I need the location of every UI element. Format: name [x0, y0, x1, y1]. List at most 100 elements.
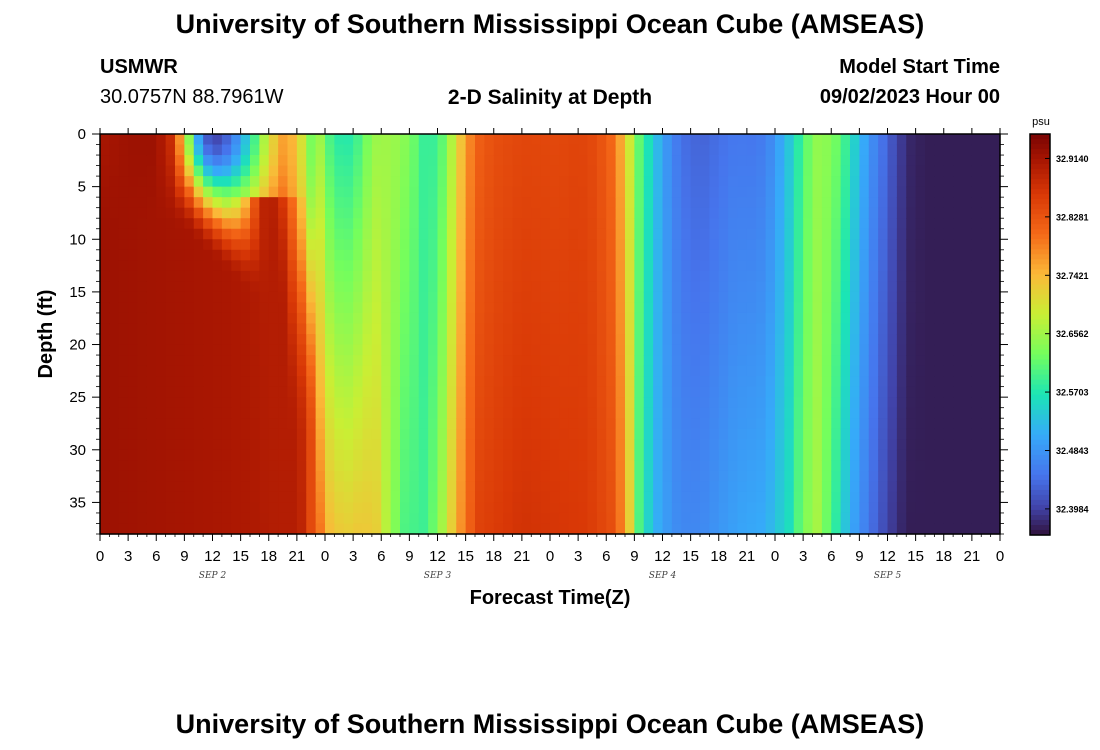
heatmap-cell — [109, 418, 120, 430]
heatmap-cell — [765, 134, 776, 146]
heatmap-cell — [259, 186, 270, 198]
heatmap-cell — [690, 176, 701, 188]
heatmap-cell — [362, 270, 373, 282]
heatmap-cell — [418, 218, 429, 230]
heatmap-cell — [353, 491, 364, 504]
heatmap-cell — [325, 439, 335, 451]
heatmap-cell — [146, 197, 157, 209]
heatmap-cell — [109, 523, 120, 535]
heatmap-cell — [353, 323, 364, 335]
heatmap-cell — [240, 186, 251, 198]
heatmap-cell — [165, 376, 176, 388]
heatmap-cell — [475, 481, 485, 493]
heatmap-cell — [362, 228, 373, 240]
heatmap-cell — [400, 418, 410, 430]
y-tick-label: 25 — [69, 389, 86, 406]
heatmap-cell — [859, 134, 870, 146]
heatmap-cell — [925, 386, 935, 398]
heatmap-cell — [278, 249, 289, 261]
heatmap-cell — [437, 228, 448, 240]
heatmap-cell — [662, 228, 673, 240]
heatmap-cell — [540, 176, 551, 188]
heatmap-cell — [634, 270, 645, 282]
heatmap-cell — [306, 418, 317, 430]
heatmap-cell — [512, 165, 523, 177]
heatmap-cell — [653, 460, 664, 472]
heatmap-cell — [878, 281, 889, 293]
heatmap-cell — [709, 197, 720, 209]
heatmap-cell — [231, 228, 242, 240]
heatmap-cell — [653, 397, 664, 409]
heatmap-cell — [878, 260, 889, 272]
heatmap-cell — [596, 312, 607, 325]
heatmap-cell — [240, 228, 251, 240]
heatmap-cell — [278, 176, 289, 188]
heatmap-cell — [868, 365, 879, 377]
heatmap-cell — [334, 165, 345, 177]
heatmap-cell — [887, 481, 898, 493]
heatmap-cell — [390, 302, 401, 314]
heatmap-cell — [400, 197, 410, 209]
heatmap-cell — [259, 302, 270, 314]
heatmap-cell — [231, 281, 242, 293]
heatmap-cell — [493, 491, 504, 504]
heatmap-cell — [268, 144, 279, 156]
heatmap-cell — [596, 155, 607, 167]
heatmap-cell — [100, 176, 110, 188]
x-tick-label: 12 — [204, 548, 221, 565]
heatmap-cell — [221, 481, 232, 493]
heatmap-cell — [371, 376, 382, 388]
heatmap-cell — [728, 239, 739, 251]
heatmap-cell — [662, 439, 673, 451]
heatmap-cell — [634, 460, 645, 472]
heatmap-cell — [840, 470, 851, 482]
heatmap-cell — [934, 512, 945, 525]
heatmap-cell — [409, 344, 420, 356]
heatmap-cell — [446, 334, 457, 346]
heatmap-cell — [625, 344, 635, 356]
heatmap-cell — [934, 260, 945, 272]
heatmap-cell — [465, 376, 476, 388]
heatmap-cell — [606, 355, 617, 367]
heatmap-cell — [353, 334, 364, 346]
heatmap-cell — [859, 481, 870, 493]
heatmap-cell — [315, 418, 326, 430]
heatmap-cell — [606, 344, 617, 356]
heatmap-cell — [756, 228, 767, 240]
heatmap-cell — [596, 481, 607, 493]
heatmap-cell — [484, 418, 495, 430]
heatmap-cell — [231, 481, 242, 493]
heatmap-cell — [943, 470, 954, 482]
heatmap-cell — [962, 376, 973, 388]
heatmap-cell — [475, 155, 485, 167]
heatmap-cell — [456, 460, 467, 472]
heatmap-cell — [690, 239, 701, 251]
heatmap-cell — [653, 355, 664, 367]
heatmap-cell — [315, 270, 326, 282]
heatmap-cell — [175, 439, 185, 451]
heatmap-cell — [840, 155, 851, 167]
heatmap-cell — [634, 470, 645, 482]
heatmap-cell — [559, 218, 570, 230]
heatmap-cell — [137, 270, 148, 282]
colorbar-tick-label: 32.4843 — [1056, 446, 1089, 456]
heatmap-cell — [146, 218, 157, 230]
heatmap-cell — [606, 239, 617, 251]
heatmap-cell — [203, 502, 214, 514]
heatmap-cell — [371, 481, 382, 493]
heatmap-cell — [700, 260, 710, 272]
heatmap-cell — [878, 407, 889, 419]
heatmap-cell — [662, 418, 673, 430]
heatmap-cell — [840, 386, 851, 398]
heatmap-cell — [165, 502, 176, 514]
heatmap-cell — [681, 386, 692, 398]
heatmap-cell — [390, 470, 401, 482]
heatmap-cell — [606, 512, 617, 525]
heatmap-cell — [596, 407, 607, 419]
heatmap-cell — [793, 302, 804, 314]
heatmap-cell — [250, 323, 260, 335]
heatmap-cell — [662, 144, 673, 156]
heatmap-cell — [887, 449, 898, 461]
heatmap-cell — [512, 302, 523, 314]
heatmap-cell — [437, 281, 448, 293]
